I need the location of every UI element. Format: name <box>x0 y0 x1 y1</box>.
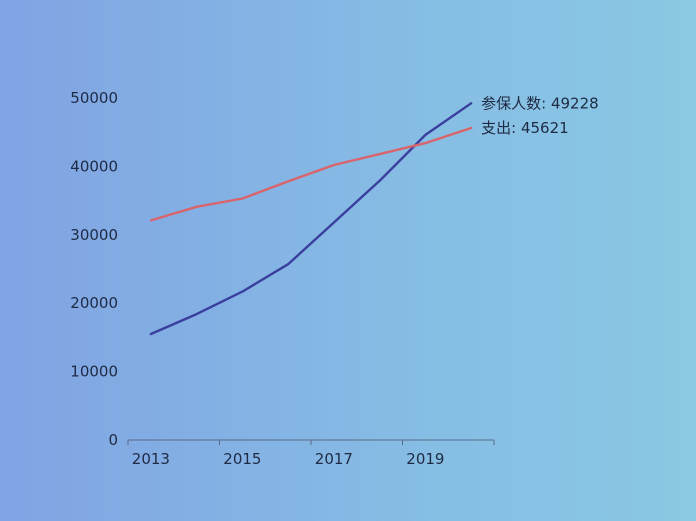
y-tick-label: 30000 <box>70 226 118 244</box>
series-line-insured <box>149 102 473 336</box>
y-tick-label: 40000 <box>70 157 118 175</box>
end-labels: 参保人数: 49228 支出: 45621 <box>481 94 599 137</box>
series-layer <box>149 102 473 336</box>
y-tick-label: 10000 <box>70 363 118 381</box>
axes: 0 10000 20000 30000 40000 50000 2013 2015 2017 20… <box>70 89 495 468</box>
x-tick-label: 2019 <box>406 450 444 468</box>
series-end-label: 支出: 45621 <box>481 119 569 137</box>
series-end-label: 参保人数: 49228 <box>481 94 599 112</box>
y-tick-label: 50000 <box>70 89 118 107</box>
x-tick-label: 2017 <box>315 450 353 468</box>
y-tick-label: 20000 <box>70 294 118 312</box>
x-tick-label: 2015 <box>223 450 261 468</box>
y-tick-label: 0 <box>108 431 118 449</box>
series-line-expenditure <box>149 126 473 222</box>
x-tick-label: 2013 <box>132 450 170 468</box>
